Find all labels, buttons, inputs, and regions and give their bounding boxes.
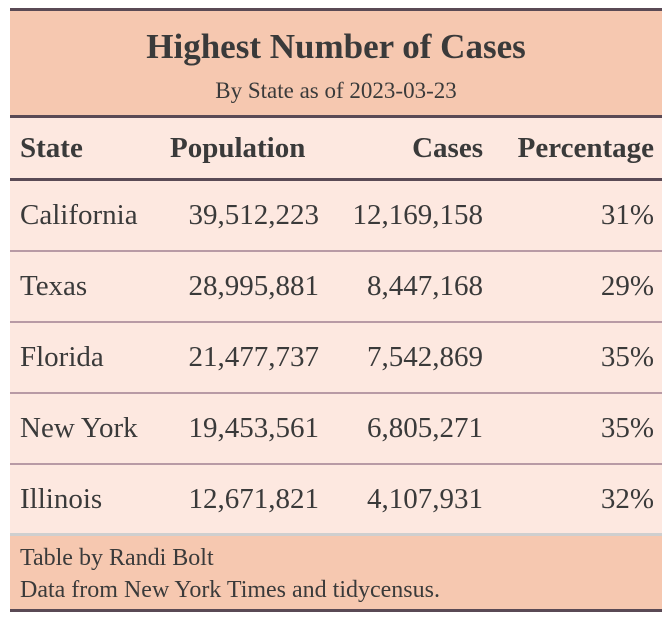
table-row: Florida 21,477,737 7,542,869 35% (10, 323, 662, 394)
cell-population: 28,995,881 (188, 270, 320, 302)
cell-state: California (20, 199, 138, 231)
table-subtitle: By State as of 2023-03-23 (215, 78, 457, 103)
table-row: Texas 28,995,881 8,447,168 29% (10, 252, 662, 323)
cell-percentage: 31% (600, 199, 654, 231)
cell-cases: 4,107,931 (367, 482, 483, 515)
table-row: Illinois 12,671,821 4,107,931 32% (10, 465, 662, 536)
column-header-percentage: Percentage (517, 131, 654, 164)
table-header-band: Highest Number of Cases By State as of 2… (10, 8, 662, 115)
column-header-row: State Population Cases Percentage (10, 115, 662, 181)
source-note-data: Data from New York Times and tidycensus. (20, 577, 440, 603)
cell-population: 21,477,737 (188, 341, 320, 373)
column-header-state: State (20, 131, 83, 164)
cell-percentage: 29% (600, 270, 654, 302)
cell-population: 39,512,223 (188, 199, 320, 231)
column-header-cases: Cases (412, 131, 483, 164)
table-source-notes: Table by Randi Bolt Data from New York T… (10, 536, 662, 612)
cell-cases: 7,542,869 (367, 341, 483, 373)
cell-percentage: 35% (600, 341, 654, 373)
cell-percentage: 32% (600, 482, 654, 515)
cell-state: Florida (20, 341, 104, 373)
cell-population: 12,671,821 (188, 482, 320, 515)
cell-percentage: 35% (600, 412, 654, 444)
cell-state: Illinois (20, 482, 103, 515)
cell-cases: 6,805,271 (367, 412, 483, 444)
cell-cases: 12,169,158 (352, 199, 484, 231)
cases-table: Highest Number of Cases By State as of 2… (10, 8, 662, 612)
cell-state: New York (20, 412, 138, 444)
source-note-author: Table by Randi Bolt (20, 545, 214, 571)
cell-cases: 8,447,168 (367, 270, 483, 302)
column-header-population: Population (170, 131, 306, 164)
table-title: Highest Number of Cases (146, 27, 526, 66)
cell-state: Texas (20, 270, 88, 302)
table-row: New York 19,453,561 6,805,271 35% (10, 394, 662, 465)
table-row: California 39,512,223 12,169,158 31% (10, 181, 662, 252)
cell-population: 19,453,561 (188, 412, 320, 444)
